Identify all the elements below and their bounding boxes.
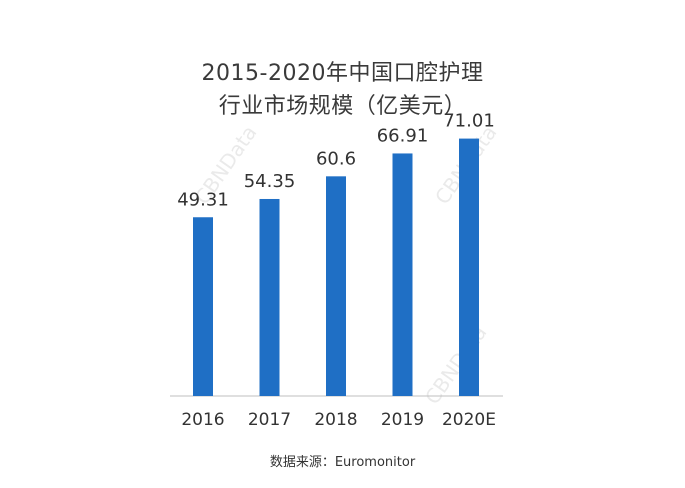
bar-2017 [259, 198, 280, 396]
value-label-2019: 66.91 [377, 125, 429, 146]
value-label-2020E: 71.01 [443, 111, 495, 132]
x-tick-label-2020E: 2020E [442, 410, 496, 430]
bar-2019 [392, 153, 413, 396]
chart-title-line1: 2015-2020年中国口腔护理 [201, 61, 484, 86]
value-label-2016: 49.31 [177, 189, 229, 210]
bar-2016 [193, 217, 213, 396]
value-label-2017: 54.35 [244, 171, 296, 192]
x-tick-label-2019: 2019 [381, 410, 424, 430]
x-tick-label-2018: 2018 [314, 410, 357, 430]
x-tick-label-2016: 2016 [181, 410, 224, 430]
bar-2020E [459, 138, 479, 396]
value-label-2018: 60.6 [316, 148, 356, 169]
x-tick-label-2017: 2017 [248, 410, 291, 430]
source-note: 数据来源：Euromonitor [269, 455, 416, 470]
bar-2018 [326, 176, 346, 396]
chart-title-line2: 行业市场规模（亿美元） [218, 94, 467, 119]
